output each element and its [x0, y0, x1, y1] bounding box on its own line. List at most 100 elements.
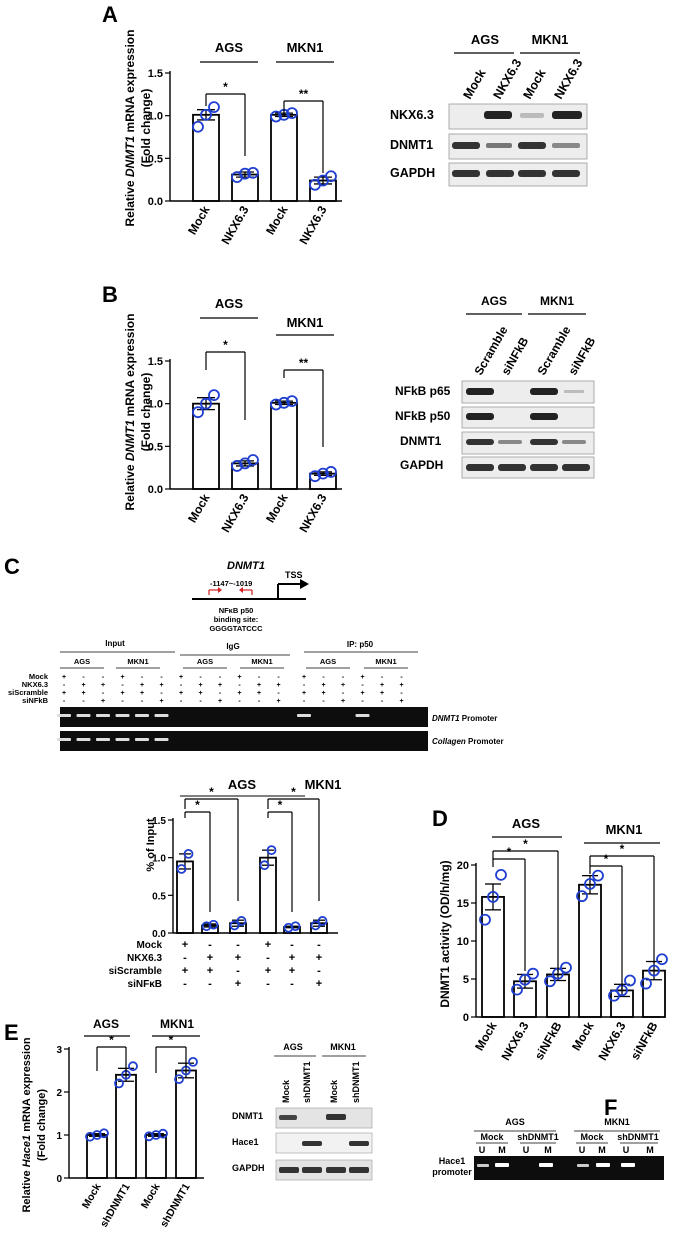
chip-sign: +: [237, 674, 241, 681]
group-label-ags: AGS: [93, 1017, 119, 1031]
chip-sign: +: [257, 682, 261, 689]
chip-sign: +: [81, 682, 85, 689]
group-label-ags: AGS: [215, 40, 244, 55]
blot-band: [279, 1167, 299, 1173]
group-label-ags: AGS: [471, 32, 500, 47]
blot-strip: [461, 456, 595, 479]
gel-band: [115, 714, 130, 717]
data-point: [231, 460, 243, 472]
chip-sign: -: [303, 682, 306, 689]
chip-sign: +: [159, 682, 163, 689]
gene-title: DNMT1: [227, 560, 265, 572]
chip-sign: +: [159, 698, 163, 705]
x-tick-label: Mock: [80, 1181, 104, 1210]
data-point: [527, 967, 539, 980]
western-blot-e: AGS MKN1 Mock shDNMT1 Mock shDNMT1 DNMT1…: [232, 1042, 373, 1181]
gel-band: [57, 714, 71, 717]
bar: [145, 1134, 167, 1179]
chip-sign: +: [360, 690, 364, 697]
data-point: [99, 1128, 109, 1139]
blot-band: [484, 111, 512, 119]
chip-sign: +: [302, 690, 306, 697]
data-point: [266, 845, 277, 856]
chip-sign: +: [360, 674, 364, 681]
chip-sign: -: [141, 674, 144, 681]
chart-c: AGS MKN1 % of Input Mock NKX6.3 siScramb…: [109, 777, 342, 990]
data-point: [259, 860, 270, 871]
data-point: [236, 916, 247, 926]
gel-label: Collagen Promoter: [432, 737, 504, 746]
bar: [231, 462, 259, 490]
chip-sign: -: [82, 698, 85, 705]
condition-sign: -: [290, 978, 294, 990]
chip-sign: -: [322, 698, 325, 705]
y-tick-label: 1.0: [148, 111, 163, 123]
x-tick-label: NKX6.3: [218, 491, 251, 535]
chip-subgroup-label: MKN1: [251, 657, 272, 666]
gel-band: [135, 738, 149, 741]
blot-strip: [275, 1107, 373, 1129]
condition-sign: -: [183, 978, 187, 990]
chip-sign: -: [303, 698, 306, 705]
primer-label: -1147~-1019: [210, 579, 252, 588]
condition-sign: -: [236, 965, 240, 977]
group-label-mkn1: MKN1: [305, 777, 342, 792]
data-point: [624, 974, 636, 987]
blot-strip: [461, 431, 595, 455]
chip-gel: Input IgG IP: p50 Mock NKX6.3 siScramble…: [8, 639, 504, 751]
chip-sign: +: [321, 690, 325, 697]
lane-label-u: U: [479, 1145, 486, 1155]
chip-sign: -: [258, 698, 261, 705]
data-point: [229, 920, 240, 931]
data-point: [310, 920, 321, 931]
gel-band: [154, 714, 169, 717]
y-axis-label-2: (Fold change): [139, 373, 153, 452]
row-label: NKX6.3: [127, 953, 162, 964]
data-point: [656, 953, 668, 966]
chip-sign: +: [62, 674, 66, 681]
gel-band: [495, 1163, 509, 1167]
chip-sign: -: [238, 682, 241, 689]
chip-sign: +: [101, 682, 105, 689]
condition-sign: +: [235, 952, 241, 964]
y-tick-label: 1.0: [152, 854, 166, 865]
group-label-mkn1: MKN1: [606, 822, 643, 837]
blot-row-label: DNMT1: [400, 434, 442, 448]
blot-band: [349, 1141, 369, 1146]
data-point: [309, 470, 321, 483]
western-blot-a: AGS MKN1 Mock NKX6.3 Mock NKX6.3 NKX6.3 …: [390, 32, 588, 187]
data-point: [290, 921, 301, 932]
gel-band: [76, 714, 91, 717]
chip-sign: +: [198, 682, 202, 689]
significance-label: *: [604, 852, 609, 866]
chart-b: AGS MKN1 Relative DNMT1 mRNA expression …: [123, 296, 334, 510]
y-axis-label: % of Input: [145, 818, 157, 871]
chip-sign: -: [141, 698, 144, 705]
chip-group-input: Input: [105, 639, 125, 648]
group-label-mkn1: MKN1: [287, 40, 324, 55]
y-tick-label: 1.5: [148, 356, 163, 368]
blot-band: [486, 143, 512, 148]
chart-a: AGS MKN1 Relative DNMT1 mRNA expression …: [123, 30, 334, 226]
gel-band: [96, 738, 110, 741]
group-label-ags: AGS: [505, 1117, 525, 1127]
data-point: [317, 916, 328, 926]
lane-group-label: Mock: [480, 1132, 504, 1142]
blot-band: [466, 464, 494, 471]
data-point: [584, 878, 596, 890]
chip-sign: +: [218, 698, 222, 705]
chip-sign: -: [180, 682, 183, 689]
gel-band: [76, 738, 91, 741]
blot-strip: [461, 406, 595, 429]
group-label-mkn1: MKN1: [330, 1042, 356, 1052]
condition-sign: +: [316, 952, 322, 964]
chip-sign: +: [399, 698, 403, 705]
blot-band: [302, 1141, 322, 1146]
row-label: Mock: [136, 940, 162, 951]
x-tick-label: Mock: [263, 491, 291, 525]
blot-band: [518, 142, 546, 149]
chip-sign: -: [82, 674, 85, 681]
data-point: [270, 110, 282, 123]
row-label: siScramble: [109, 966, 163, 977]
